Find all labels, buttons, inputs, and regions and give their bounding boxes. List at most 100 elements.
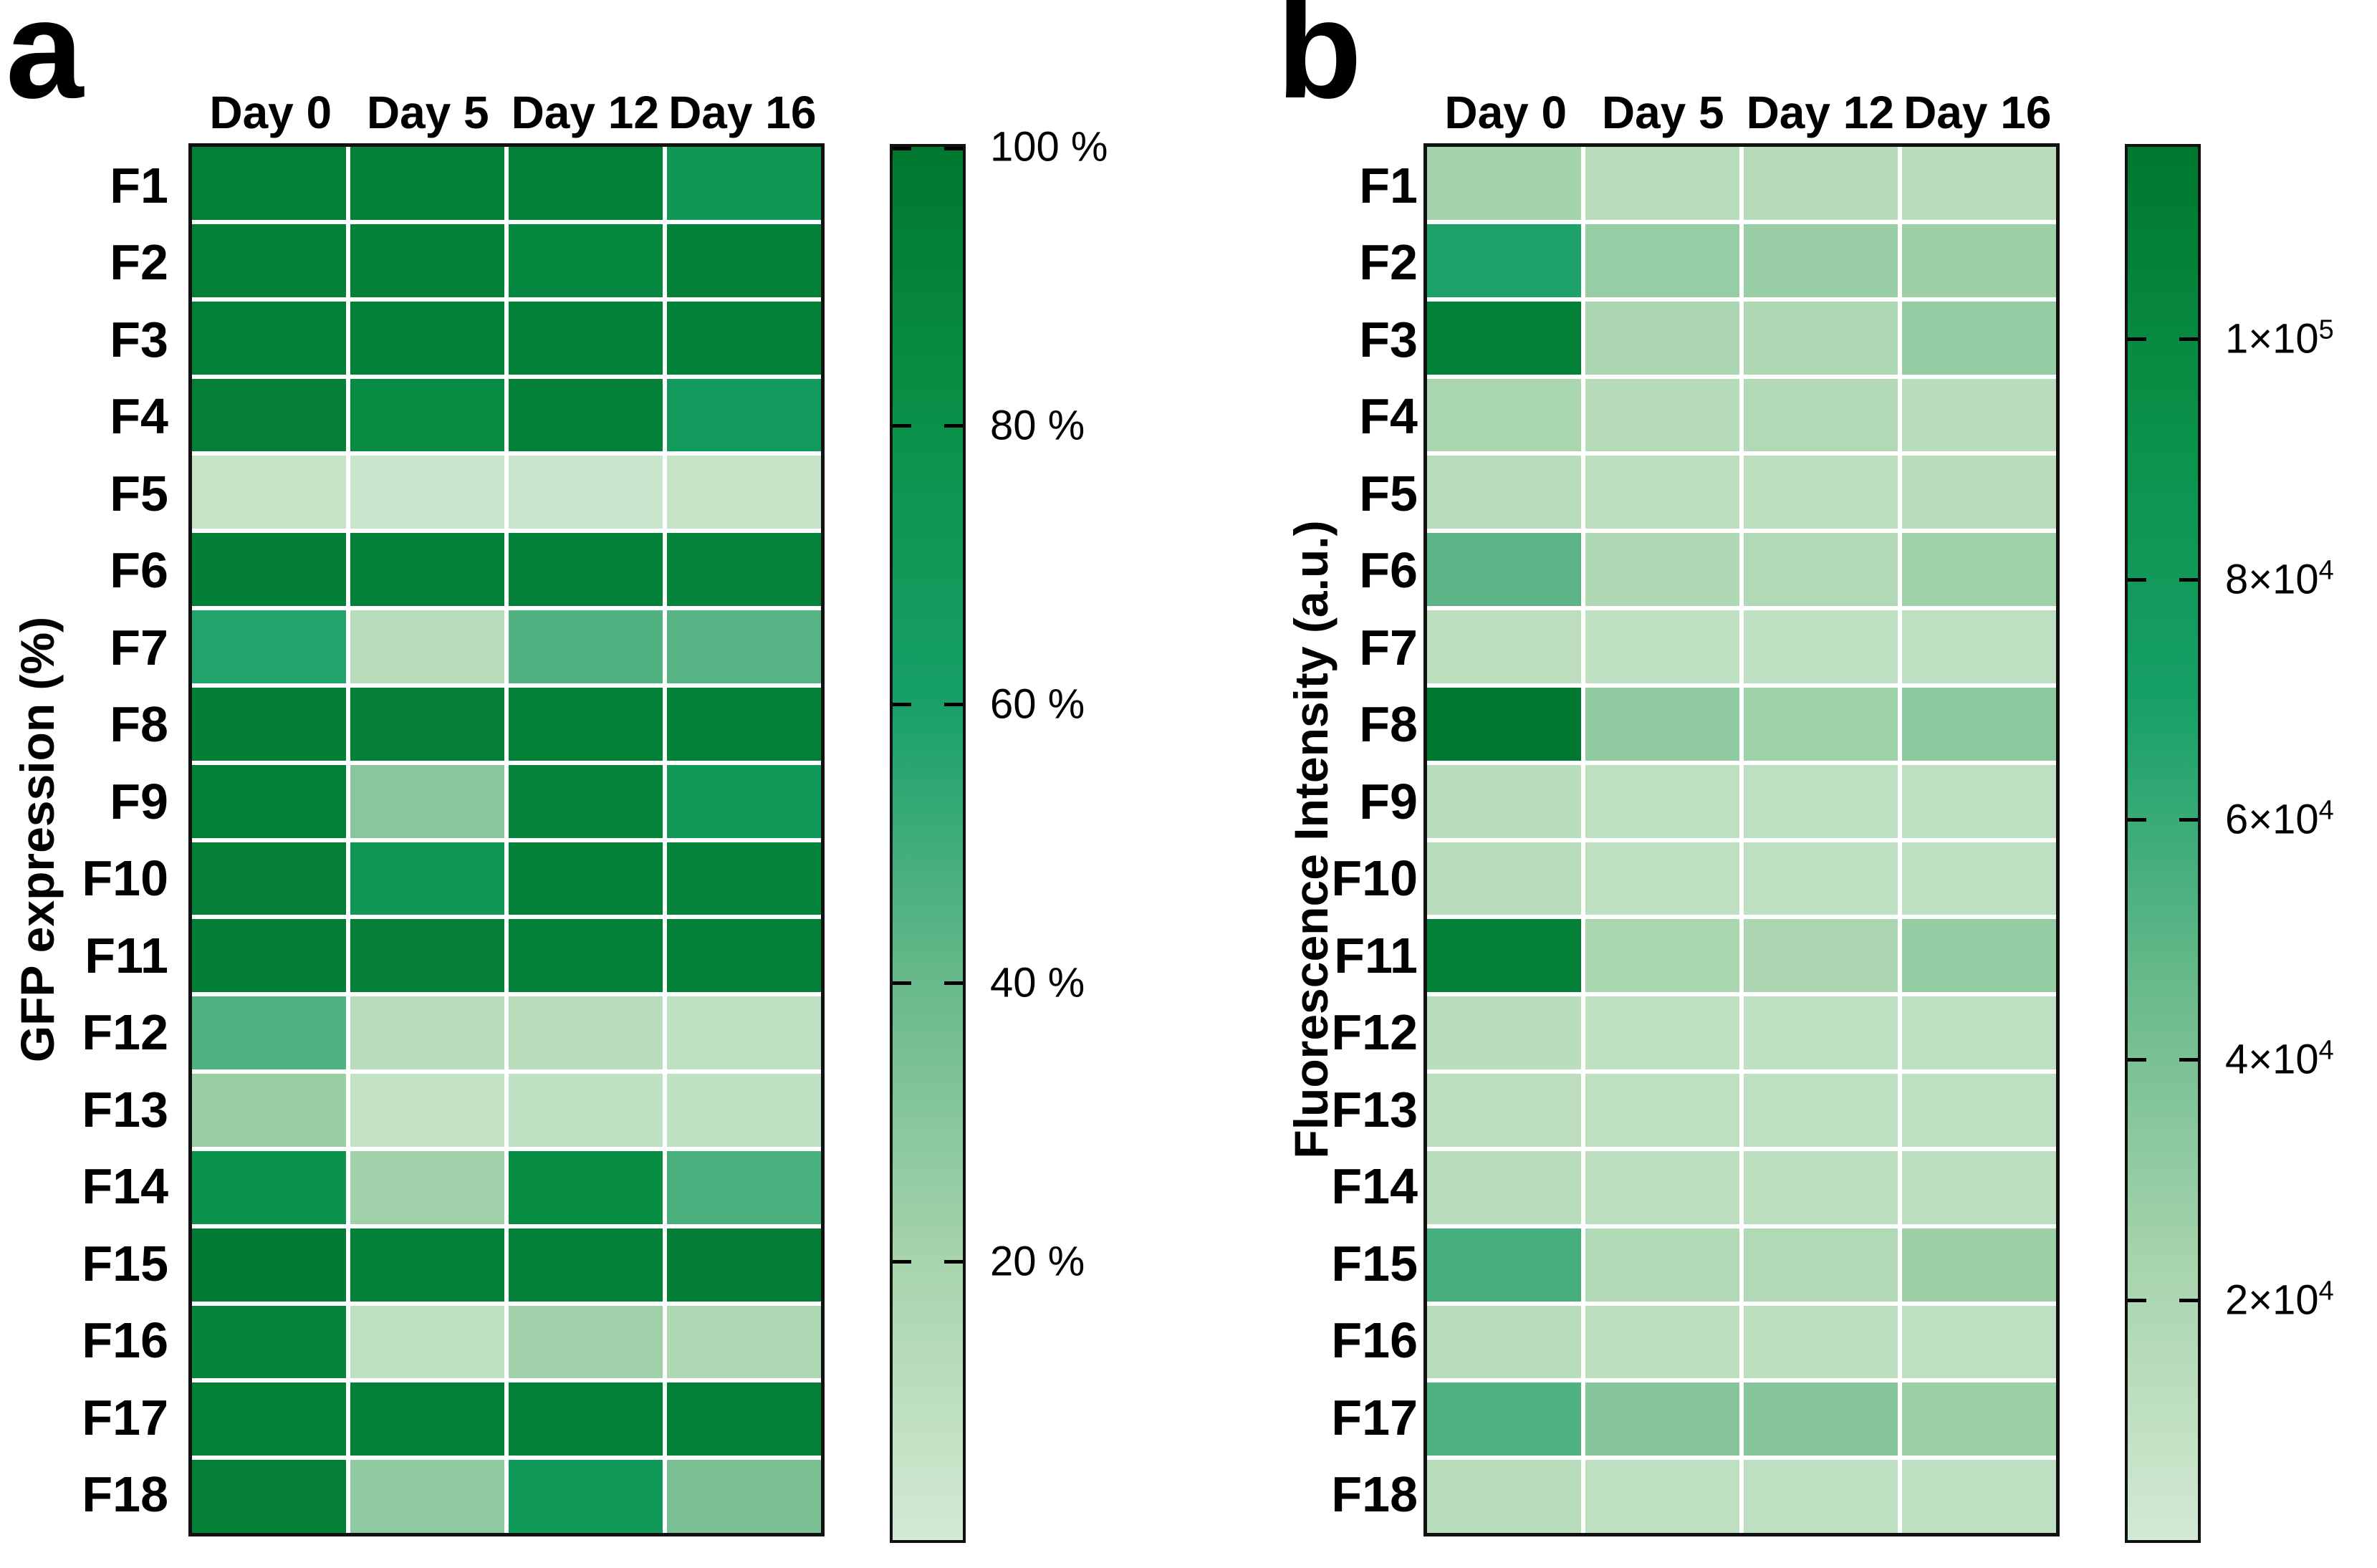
- heatmap-cell: [1744, 1228, 1898, 1302]
- heatmap-cell: [350, 764, 504, 838]
- row-label: F1: [1359, 157, 1418, 213]
- colorbar-tick: [893, 981, 911, 985]
- panel-b: b Fluorescence Intensity (a.u.) Day 0 Day…: [1235, 0, 2377, 1568]
- heatmap-cell: [509, 919, 663, 993]
- heatmap-cell: [1902, 147, 2056, 220]
- panel-letter: b: [1277, 0, 1363, 128]
- panel-letter: a: [6, 0, 84, 128]
- heatmap-cell: [667, 687, 821, 761]
- column-header: Day 16: [668, 87, 817, 138]
- heatmap-cell: [1744, 223, 1898, 297]
- heatmap-cell: [1744, 1382, 1898, 1456]
- heatmap-cell: [1585, 687, 1739, 761]
- colorbar-tick-label: 40 %: [990, 959, 1085, 1006]
- heatmap-cell: [667, 1305, 821, 1379]
- heatmap-cell: [192, 919, 346, 993]
- heatmap-cell: [667, 301, 821, 375]
- colorbar-tick: [944, 1260, 963, 1264]
- heatmap-cell: [192, 1228, 346, 1302]
- row-label: F9: [1359, 773, 1418, 829]
- column-header: Day 5: [1601, 87, 1724, 138]
- heatmap-cell: [1427, 1382, 1581, 1456]
- heatmap-cell: [192, 533, 346, 606]
- column-header: Day 12: [511, 87, 659, 138]
- heatmap-cell: [1427, 919, 1581, 993]
- heatmap-cell: [350, 919, 504, 993]
- heatmap-cell: [1902, 687, 2056, 761]
- heatmap-cell: [509, 687, 663, 761]
- heatmap-cell: [1902, 1228, 2056, 1302]
- colorbar-tick: [2179, 1058, 2198, 1062]
- colorbar-tick-label: 2×104: [2225, 1275, 2334, 1324]
- heatmap-cell: [509, 764, 663, 838]
- heatmap-cell: [1427, 1305, 1581, 1379]
- colorbar-tick-label: 100 %: [990, 123, 1108, 170]
- row-labels: F1 F2 F3 F4 F5 F6 F7 F8 F9 F10 F11 F12 F13 F14 F15 F16 F…: [21, 147, 168, 1533]
- colorbar: [2125, 144, 2201, 1543]
- colorbar-tick: [2179, 1298, 2198, 1302]
- heatmap-cell: [1427, 1460, 1581, 1533]
- heatmap-cell: [1744, 610, 1898, 683]
- heatmap-cell: [350, 1150, 504, 1224]
- heatmap-cell: [1585, 1228, 1739, 1302]
- column-headers: Day 0 Day 5 Day 12 Day 16: [192, 77, 821, 139]
- heatmap-cell: [509, 301, 663, 375]
- colorbar-tick: [2179, 577, 2198, 582]
- heatmap-cell: [350, 687, 504, 761]
- heatmap-cell: [667, 842, 821, 915]
- heatmap-cell: [1744, 764, 1898, 838]
- heatmap-cell: [192, 1150, 346, 1224]
- heatmap-cell: [1744, 687, 1898, 761]
- heatmap-cell: [1585, 301, 1739, 375]
- heatmap-cell: [350, 301, 504, 375]
- heatmap-cell: [1744, 842, 1898, 915]
- colorbar-tick: [944, 147, 963, 150]
- row-label: F17: [1331, 1389, 1418, 1446]
- heatmap-cell: [192, 1074, 346, 1147]
- row-label: F2: [110, 234, 168, 291]
- heatmap-cell: [350, 1228, 504, 1302]
- row-label: F6: [1359, 542, 1418, 599]
- heatmap-cell: [1744, 996, 1898, 1069]
- heatmap-cell: [1744, 1150, 1898, 1224]
- heatmap-cell: [350, 223, 504, 297]
- row-label: F8: [110, 696, 168, 753]
- colorbar-tick: [2179, 337, 2198, 342]
- heatmap-cell: [509, 456, 663, 529]
- heatmap-cell: [1902, 301, 2056, 375]
- heatmap-cell: [1585, 1382, 1739, 1456]
- heatmap-cell: [1427, 147, 1581, 220]
- heatmap-cell: [1585, 1305, 1739, 1379]
- heatmap-cell: [1902, 842, 2056, 915]
- heatmap-cell: [1902, 1460, 2056, 1533]
- row-label: F7: [110, 619, 168, 675]
- heatmap-cell: [350, 842, 504, 915]
- heatmap-cell: [1585, 1150, 1739, 1224]
- heatmap-cell: [509, 842, 663, 915]
- heatmap-cell: [350, 533, 504, 606]
- heatmap-cell: [667, 996, 821, 1069]
- heatmap-cell: [509, 1228, 663, 1302]
- heatmap-cell: [1902, 996, 2056, 1069]
- colorbar-tick-label: 4×104: [2225, 1035, 2334, 1083]
- row-label: F11: [1334, 927, 1418, 983]
- row-label: F3: [1359, 311, 1418, 367]
- heatmap-cell: [509, 1305, 663, 1379]
- colorbar-tick-label: 6×104: [2225, 795, 2334, 843]
- heatmap-cell: [350, 1460, 504, 1533]
- heatmap-cell: [192, 610, 346, 683]
- heatmap-cell: [350, 378, 504, 452]
- row-label: F14: [1331, 1158, 1418, 1215]
- heatmap-cell: [1585, 1074, 1739, 1147]
- colorbar-tick: [893, 703, 911, 706]
- heatmap-cell: [509, 223, 663, 297]
- colorbar-tick: [2128, 1298, 2146, 1302]
- colorbar-tick: [944, 424, 963, 428]
- heatmap-cell: [1902, 610, 2056, 683]
- heatmap-cell: [667, 223, 821, 297]
- colorbar-tick: [2128, 1058, 2146, 1062]
- heatmap-cell: [350, 996, 504, 1069]
- heatmap-cell: [1585, 919, 1739, 993]
- heatmap-cell: [192, 301, 346, 375]
- row-label: F4: [110, 388, 168, 445]
